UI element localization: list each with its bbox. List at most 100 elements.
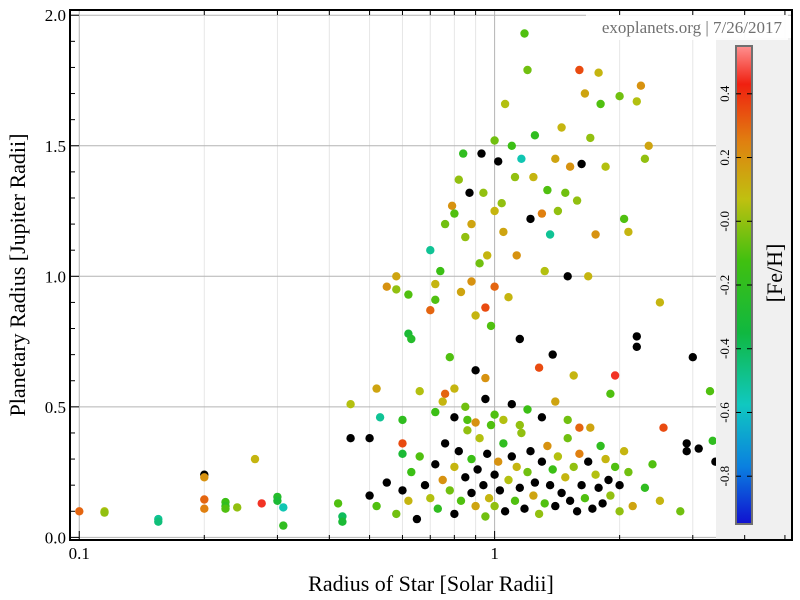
data-point <box>463 415 472 425</box>
data-point <box>454 447 463 456</box>
data-point <box>526 214 535 224</box>
data-point <box>534 509 544 519</box>
y-tick-label: 0.0 <box>45 528 66 547</box>
data-point <box>648 460 657 469</box>
data-point <box>530 478 540 487</box>
data-point <box>632 332 641 341</box>
data-point <box>598 499 607 508</box>
data-point <box>551 397 560 406</box>
data-point <box>504 475 513 485</box>
data-point <box>596 441 605 451</box>
data-point <box>398 439 407 448</box>
data-point <box>636 81 646 90</box>
data-point <box>338 517 347 526</box>
data-point <box>461 232 470 242</box>
data-point <box>475 259 484 268</box>
data-point <box>515 483 524 492</box>
data-point <box>640 154 650 163</box>
data-point <box>461 402 470 411</box>
colorbar-ticks: 0.4 0.2 -0.0 -0.2 -0.4 -0.6 -0.8 <box>717 85 752 486</box>
data-point <box>577 159 586 169</box>
data-point <box>624 227 633 237</box>
data-point <box>619 447 629 456</box>
data-point <box>563 415 572 425</box>
data-point <box>431 279 440 289</box>
data-point <box>580 89 590 98</box>
data-point <box>475 434 484 443</box>
colorbar-tick-label: -0.4 <box>717 338 732 359</box>
data-point <box>221 504 230 513</box>
data-point <box>494 457 503 466</box>
data-point <box>461 473 470 482</box>
data-point <box>512 462 521 472</box>
data-point <box>412 514 422 524</box>
data-point <box>523 405 532 414</box>
data-point <box>467 488 476 498</box>
data-point <box>591 470 600 479</box>
data-point <box>365 434 374 443</box>
colorbar-background <box>716 38 792 540</box>
data-point <box>467 277 476 286</box>
data-point <box>495 486 505 495</box>
data-point <box>200 504 209 513</box>
data-point <box>540 499 549 508</box>
data-point <box>604 475 613 485</box>
data-point <box>450 462 459 472</box>
data-point <box>619 214 629 224</box>
data-point <box>504 293 513 302</box>
data-point <box>490 470 499 479</box>
data-point <box>553 206 563 216</box>
data-point <box>530 131 540 140</box>
data-point <box>557 123 566 132</box>
data-point <box>588 504 597 513</box>
data-point <box>615 507 624 516</box>
data-point <box>548 350 557 359</box>
data-point <box>708 436 717 445</box>
data-point <box>392 272 401 281</box>
data-point <box>507 452 516 461</box>
data-point <box>526 447 535 456</box>
data-point <box>471 501 480 511</box>
data-point <box>499 439 508 448</box>
data-point <box>632 342 641 351</box>
data-point <box>529 491 538 500</box>
data-point <box>490 282 499 291</box>
data-point <box>510 496 520 505</box>
y-tick-label: 1.0 <box>45 267 66 286</box>
data-point <box>440 439 450 448</box>
data-point <box>557 488 566 498</box>
data-point <box>447 201 457 210</box>
data-point <box>477 149 486 158</box>
data-point <box>490 501 499 511</box>
data-point <box>529 172 538 182</box>
data-point <box>548 465 557 474</box>
data-point <box>333 499 343 508</box>
data-point <box>407 467 416 477</box>
data-point <box>404 290 413 299</box>
data-point <box>551 501 560 511</box>
data-point <box>694 444 703 453</box>
data-point <box>279 521 288 530</box>
data-point <box>507 400 516 409</box>
data-point <box>382 478 391 487</box>
data-point <box>250 454 260 464</box>
data-point <box>563 434 572 443</box>
data-point <box>481 373 490 383</box>
colorbar-tick-label: -0.0 <box>717 211 732 232</box>
data-point <box>565 162 575 171</box>
data-point <box>467 454 476 464</box>
data-point <box>471 418 480 427</box>
data-point <box>404 496 413 505</box>
data-point <box>497 199 506 208</box>
data-point <box>481 394 490 404</box>
data-point <box>553 452 563 461</box>
data-point <box>479 188 488 197</box>
data-point <box>375 413 385 422</box>
data-point <box>572 507 582 516</box>
data-point <box>473 465 482 474</box>
data-point <box>520 29 529 38</box>
data-point <box>431 295 440 304</box>
data-point <box>445 486 454 495</box>
data-point <box>450 384 459 393</box>
data-point <box>273 496 282 505</box>
